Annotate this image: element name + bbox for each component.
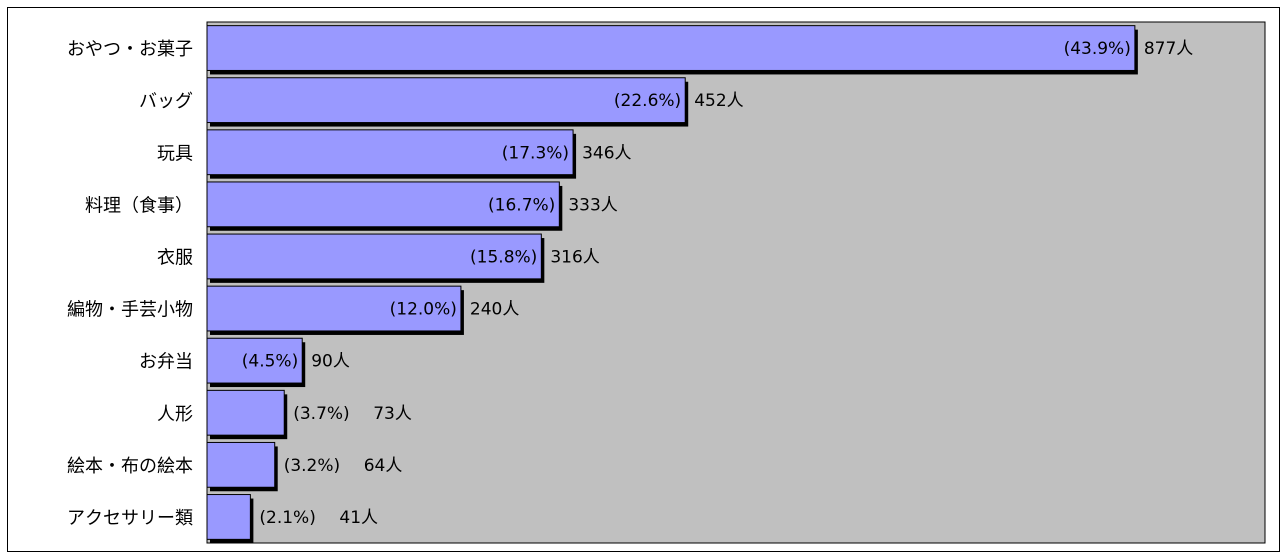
value-label: 333人 (568, 195, 617, 215)
chart-frame: おやつ・お菓子 (43.9%) 877人バッグ (22.6%) 452人玩具 (17.3%… (7, 7, 1280, 552)
bar (206, 25, 1136, 71)
value-label: 73人 (373, 404, 412, 424)
bar (206, 181, 560, 228)
value-label: 346人 (582, 143, 631, 163)
bar (206, 77, 686, 124)
percent-label: (16.7%) (488, 195, 555, 215)
category-label: おやつ・お菓子 (67, 39, 193, 60)
value-label: 41人 (339, 508, 378, 528)
category-label: 玩具 (157, 143, 193, 164)
category-label: 絵本・布の絵本 (67, 456, 193, 477)
value-label: 877人 (1144, 39, 1193, 59)
category-label: 編物・手芸小物 (67, 300, 193, 321)
value-label: 90人 (311, 352, 350, 372)
percent-label: (2.1%) (259, 508, 315, 528)
category-label: 人形 (157, 404, 193, 425)
percent-label: (43.9%) (1064, 39, 1131, 59)
category-label: 料理（食事） (85, 195, 193, 216)
category-label: 衣服 (157, 247, 193, 268)
bar (206, 389, 285, 436)
bar (206, 494, 251, 540)
percent-label: (3.2%) (284, 456, 340, 476)
category-label: アクセサリー類 (67, 508, 193, 529)
percent-label: (22.6%) (614, 91, 681, 111)
bar (206, 337, 303, 384)
bar (206, 285, 462, 332)
category-label: バッグ (139, 91, 193, 112)
value-label: 240人 (470, 300, 519, 320)
bar (206, 441, 276, 488)
bar (206, 129, 574, 176)
value-label: 64人 (364, 456, 403, 476)
category-label: お弁当 (139, 352, 193, 373)
value-label: 452人 (694, 91, 743, 111)
percent-label: (12.0%) (390, 300, 457, 320)
percent-label: (3.7%) (293, 404, 349, 424)
percent-label: (4.5%) (242, 352, 298, 372)
value-label: 316人 (550, 247, 599, 267)
percent-label: (15.8%) (470, 247, 537, 267)
percent-label: (17.3%) (502, 143, 569, 163)
bar (206, 233, 542, 280)
